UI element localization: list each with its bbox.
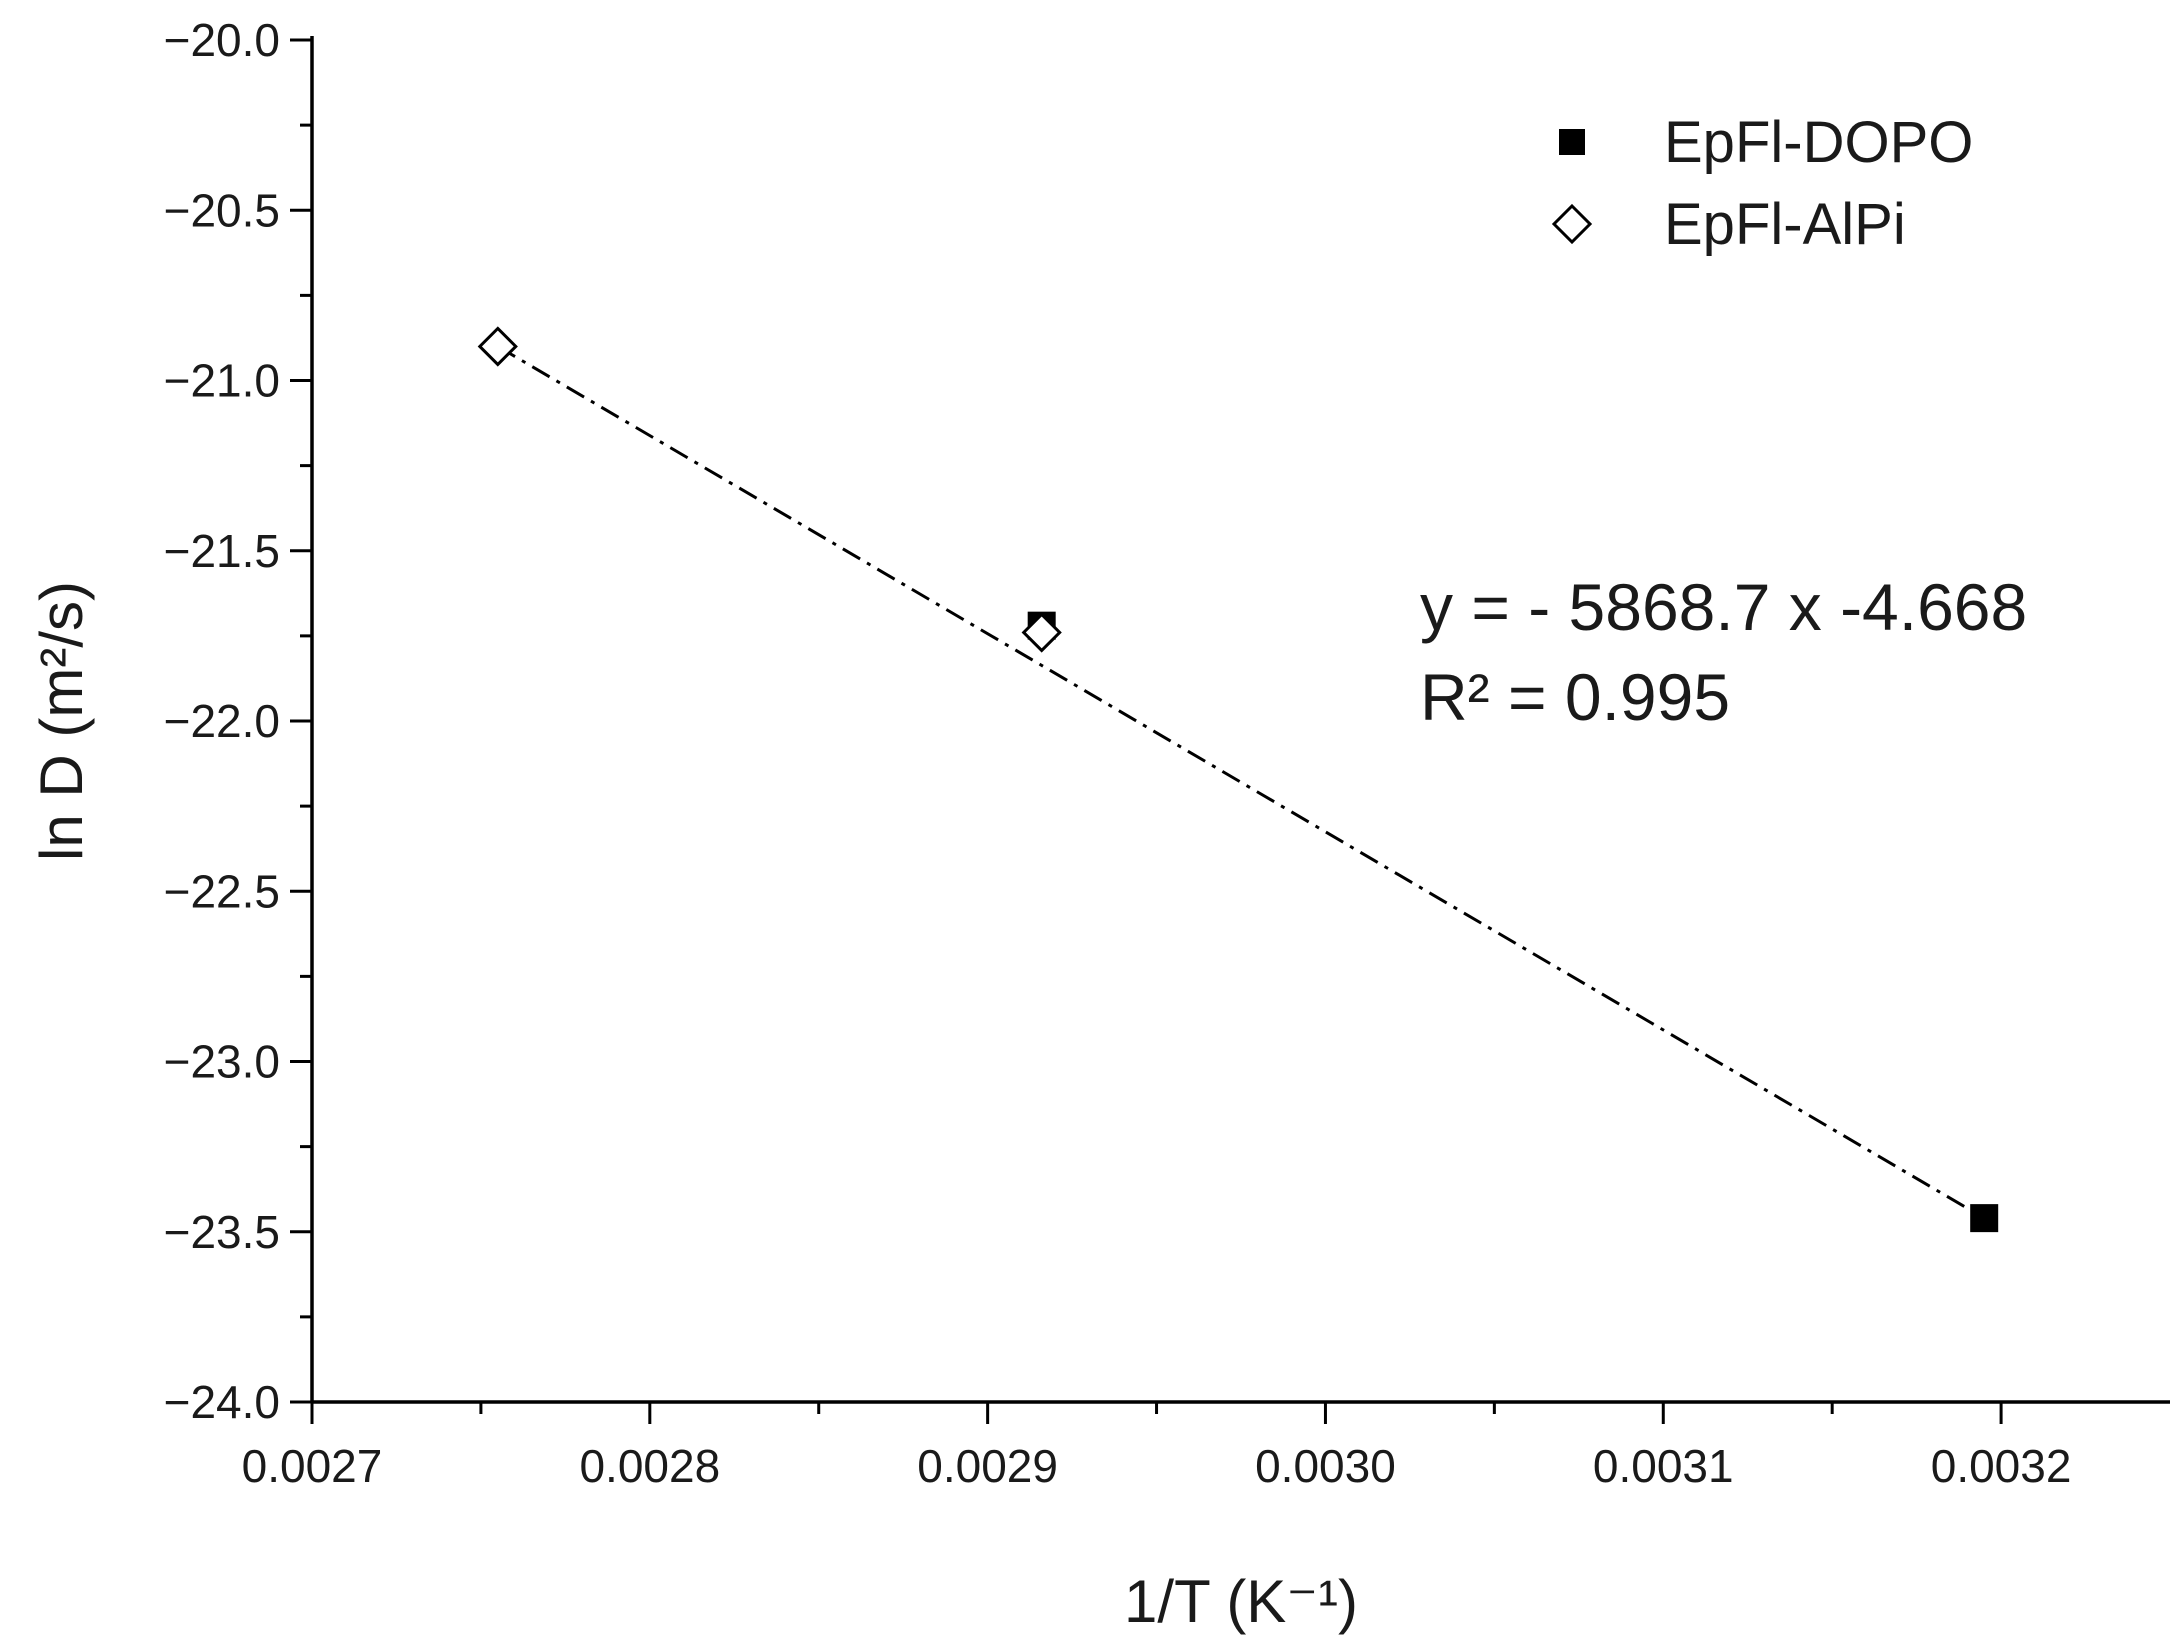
y-tick-label: −23.0 (164, 1036, 280, 1088)
y-tick-label: −20.0 (164, 14, 280, 66)
data-marks (477, 326, 1999, 1233)
x-tick-label: 0.0032 (1931, 1440, 2072, 1492)
y-tick-label: −21.5 (164, 525, 280, 577)
point-epfl-dopo (1970, 1204, 1999, 1233)
y-axis-title: ln D (m²/s) (28, 581, 95, 861)
x-axis-title: 1/T (K⁻¹) (1124, 1568, 1358, 1635)
legend-label: EpFl-AlPi (1664, 192, 1906, 257)
point-epfl-alpi (477, 326, 518, 367)
legend-marker-diamond (1551, 203, 1593, 245)
x-tick-label: 0.0031 (1593, 1440, 1734, 1492)
fit-annotation: y = - 5868.7 x -4.668 R² = 0.995 (1420, 570, 2027, 734)
y-tick-label: −20.5 (164, 184, 280, 236)
x-tick-label: 0.0030 (1255, 1440, 1396, 1492)
legend-label: EpFl-DOPO (1664, 110, 1973, 175)
y-tick-label: −24.0 (164, 1376, 280, 1428)
x-tick-label: 0.0029 (917, 1440, 1058, 1492)
y-tick-label: −21.0 (164, 355, 280, 407)
fit-equation: y = - 5868.7 x -4.668 (1420, 570, 2027, 644)
y-tick-label: −22.5 (164, 865, 280, 917)
y-tick-label: −22.0 (164, 695, 280, 747)
point-epfl-alpi (1021, 612, 1062, 653)
fit-line-group (497, 345, 1985, 1220)
y-tick-label: −23.5 (164, 1206, 280, 1258)
x-tick-label: 0.0028 (579, 1440, 720, 1492)
fit-r-squared: R² = 0.995 (1420, 660, 1730, 734)
legend: EpFl-DOPO EpFl-AlPi (1551, 110, 1973, 257)
axes: −20.0 −20.5 −21.0 −21.5 −22.0 −22.5 −23.0 −23.5… (28, 14, 2170, 1635)
x-tick-label: 0.0027 (242, 1440, 383, 1492)
legend-marker-square (1559, 129, 1585, 155)
fit-line (497, 345, 1985, 1220)
